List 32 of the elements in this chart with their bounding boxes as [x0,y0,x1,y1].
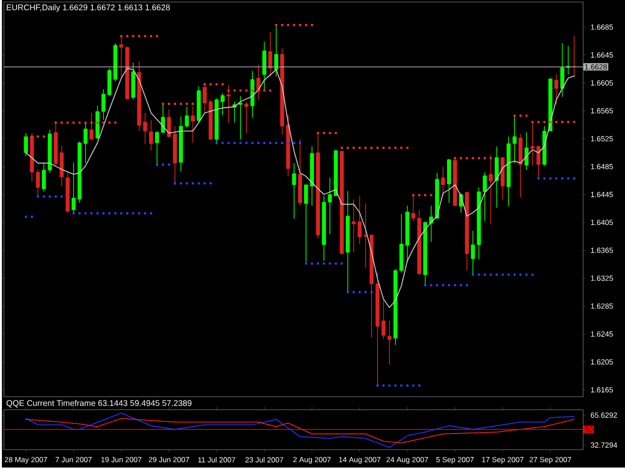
line-series [25,418,575,444]
candlestick [190,106,195,144]
candlestick [24,132,28,156]
line-series [25,412,575,448]
candlestick [84,122,88,164]
candlestick [382,300,386,340]
candlestick [268,32,272,77]
candlestick [244,101,248,134]
candlestick [90,112,94,140]
candlestick [101,88,106,120]
candlestick [292,162,296,220]
candlestick [387,320,392,366]
candlestick [262,41,266,90]
candlestick [274,26,278,77]
chart-title: EURCHF,Daily 1.6629 1.6672 1.6613 1.6628 [6,4,170,12]
candlestick [441,166,446,196]
candlestick [494,146,499,208]
candlestick [72,162,76,214]
candlestick [36,168,40,196]
candlestick [238,96,242,140]
candlestick [155,130,160,166]
candlestick [166,108,171,138]
candlestick [524,132,529,170]
candlestick [149,119,154,151]
candlestick [161,102,165,134]
candlestick [536,146,540,180]
candlestick [304,184,308,262]
candlestick [554,74,558,105]
candlestick [488,154,493,225]
chart-title: QQE Current Timeframe 63.1443 59.4945 57.2389 [6,400,192,408]
candlestick [226,84,231,123]
candlestick [530,120,534,166]
